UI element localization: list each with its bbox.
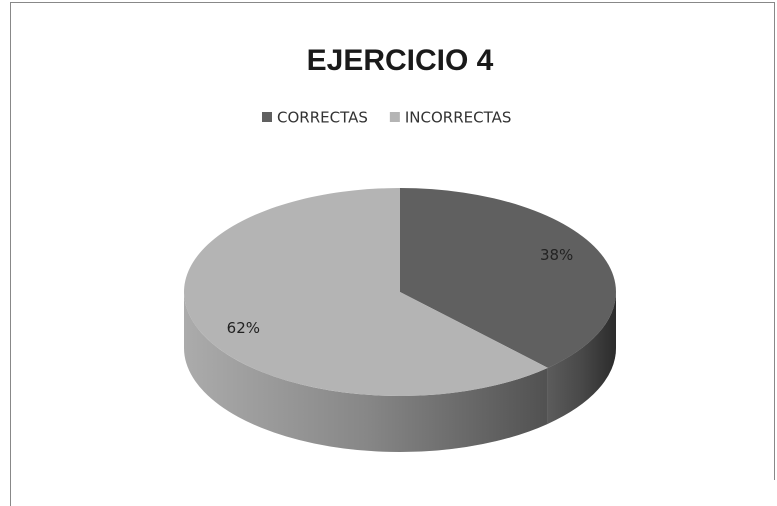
slice bbox=[400, 188, 617, 368]
data-label: 38% bbox=[540, 246, 573, 264]
legend-label: INCORRECTAS bbox=[405, 109, 512, 127]
legend-label: CORRECTAS bbox=[277, 109, 368, 127]
slice-side-shade bbox=[547, 292, 616, 424]
data-label: 62% bbox=[227, 319, 260, 337]
chart-frame bbox=[10, 2, 775, 506]
slice-side-shade bbox=[184, 292, 548, 453]
slice bbox=[184, 188, 548, 396]
legend-swatch bbox=[389, 112, 400, 122]
legend-swatch bbox=[262, 112, 272, 122]
chart-title: EJERCICIO 4 bbox=[307, 44, 494, 77]
